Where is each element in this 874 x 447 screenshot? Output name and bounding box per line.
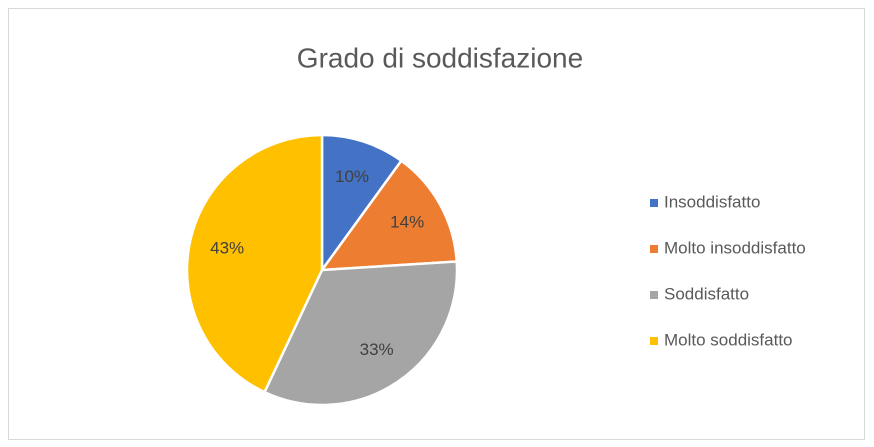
chart-title: Grado di soddisfazione <box>297 42 583 73</box>
legend-swatch <box>650 245 658 253</box>
legend-label: Molto soddisfatto <box>664 330 793 349</box>
data-label: 33% <box>360 340 394 359</box>
data-label: 14% <box>390 213 424 232</box>
legend-label: Molto insoddisfatto <box>664 238 806 257</box>
pie-slice <box>262 260 459 407</box>
legend-swatch <box>650 291 658 299</box>
legend-swatch <box>650 199 658 207</box>
legend-label: Soddisfatto <box>664 284 749 303</box>
data-label: 10% <box>335 167 369 186</box>
legend-label: Insoddisfatto <box>664 192 760 211</box>
pie-slice <box>185 133 324 394</box>
legend-swatch <box>650 337 658 345</box>
pie-slice <box>320 133 404 274</box>
pie-slice <box>319 159 459 272</box>
data-label: 43% <box>210 238 244 257</box>
